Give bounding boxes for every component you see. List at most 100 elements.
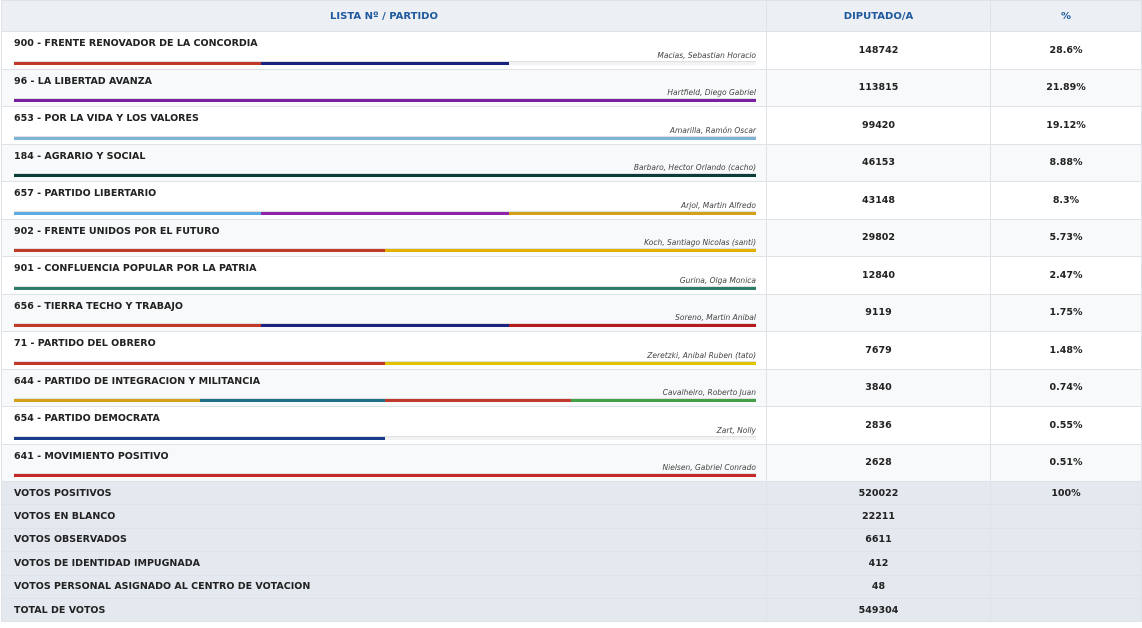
party-row: 654 - PARTIDO DEMOCRATA Zart, Nolly 2836… (1, 406, 1142, 445)
party-name: 644 - PARTIDO DE INTEGRACION Y MILITANCI… (14, 375, 261, 387)
party-row: 96 - LA LIBERTAD AVANZA Hartfield, Diego… (1, 68, 1142, 107)
candidate-name: Hartfield, Diego Gabriel (667, 88, 756, 97)
party-votes: 2836 (766, 406, 991, 445)
party-percent: 2.47% (990, 256, 1142, 295)
party-color-segment (508, 211, 756, 215)
party-row: 901 - CONFLUENCIA POPULAR POR LA PATRIA … (1, 256, 1142, 295)
totals-votes: 520022 (766, 480, 991, 506)
party-color-segment (14, 174, 756, 177)
party-votes: 12840 (766, 256, 991, 295)
party-color-bar (14, 173, 756, 177)
totals-row: VOTOS OBSERVADOS 6611 (1, 527, 1142, 553)
party-color-segment (14, 474, 756, 477)
party-row: 653 - POR LA VIDA Y LOS VALORES Amarilla… (1, 106, 1142, 145)
party-cell: 653 - POR LA VIDA Y LOS VALORES Amarilla… (1, 106, 767, 145)
party-name: 641 - MOVIMIENTO POSITIVO (14, 450, 169, 462)
candidate-name: Nielsen, Gabriel Conrado (662, 463, 756, 472)
party-name: 71 - PARTIDO DEL OBRERO (14, 338, 156, 349)
party-cell: 657 - PARTIDO LIBERTARIO Arjol, Martin A… (1, 181, 767, 220)
party-color-segment (14, 249, 385, 252)
party-cell: 71 - PARTIDO DEL OBRERO Zeretzki, Anibal… (1, 331, 767, 370)
party-color-segment (261, 324, 509, 327)
party-color-bar (14, 473, 756, 477)
candidate-name: Gurina, Olga Monica (679, 275, 756, 285)
party-row: 657 - PARTIDO LIBERTARIO Arjol, Martin A… (1, 181, 1142, 220)
party-votes: 29802 (766, 218, 991, 257)
table-header: LISTA Nº / PARTIDO DIPUTADO/A % (1, 0, 1142, 32)
party-percent: 8.88% (990, 143, 1142, 182)
totals-percent (990, 574, 1142, 599)
totals-votes: 412 (766, 551, 991, 576)
party-color-segment (14, 361, 385, 365)
party-row: 656 - TIERRA TECHO Y TRABAJO Soreno, Mar… (1, 293, 1142, 332)
party-votes: 2628 (766, 443, 991, 482)
party-votes: 43148 (766, 181, 991, 220)
party-color-segment (385, 361, 756, 365)
totals-row: VOTOS POSITIVOS 520022 100% (1, 480, 1142, 506)
party-percent: 1.75% (990, 293, 1142, 332)
party-color-segment (14, 211, 262, 215)
header-pct[interactable]: % (990, 0, 1142, 32)
party-cell: 901 - CONFLUENCIA POPULAR POR LA PATRIA … (1, 256, 767, 295)
totals-percent: 100% (990, 480, 1142, 506)
party-color-bar (14, 248, 756, 252)
totals-label: VOTOS PERSONAL ASIGNADO AL CENTRO DE VOT… (1, 574, 767, 599)
candidate-name: Zart, Nolly (716, 425, 756, 435)
party-name: 96 - LA LIBERTAD AVANZA (14, 75, 152, 87)
party-votes: 148742 (766, 31, 991, 70)
totals-row: VOTOS PERSONAL ASIGNADO AL CENTRO DE VOT… (1, 574, 1142, 599)
header-deputy[interactable]: DIPUTADO/A (766, 0, 991, 32)
party-color-bar (14, 285, 756, 290)
party-cell: 656 - TIERRA TECHO Y TRABAJO Soreno, Mar… (1, 293, 767, 332)
party-color-segment (570, 399, 756, 402)
party-percent: 19.12% (990, 106, 1142, 145)
party-votes: 3840 (766, 368, 991, 407)
party-name: 657 - PARTIDO LIBERTARIO (14, 188, 157, 199)
candidate-name: Arjol, Martin Alfredo (681, 200, 756, 210)
party-color-segment (508, 61, 756, 65)
totals-percent (990, 551, 1142, 576)
party-color-bar (14, 360, 756, 365)
party-cell: 641 - MOVIMIENTO POSITIVO Nielsen, Gabri… (1, 443, 767, 482)
party-percent: 1.48% (990, 331, 1142, 370)
candidate-name: Koch, Santiago Nicolas (santi) (644, 238, 756, 247)
party-color-bar (14, 398, 756, 402)
party-color-segment (14, 436, 385, 440)
party-color-segment (261, 211, 509, 215)
party-row: 900 - FRENTE RENOVADOR DE LA CONCORDIA M… (1, 31, 1142, 70)
party-name: 184 - AGRARIO Y SOCIAL (14, 150, 146, 162)
candidate-name: Barbaro, Hector Orlando (cacho) (633, 163, 756, 172)
party-percent: 21.89% (990, 68, 1142, 107)
party-row: 71 - PARTIDO DEL OBRERO Zeretzki, Anibal… (1, 331, 1142, 370)
party-color-bar (14, 98, 756, 102)
party-color-bar (14, 323, 756, 327)
totals-votes: 6611 (766, 527, 991, 553)
totals-percent (990, 527, 1142, 553)
party-color-segment (385, 399, 571, 402)
candidate-name: Cavalheiro, Roberto Juan (662, 388, 756, 397)
candidate-name: Zeretzki, Anibal Ruben (tato) (647, 350, 756, 360)
party-color-segment (199, 399, 385, 402)
totals-row: VOTOS DE IDENTIDAD IMPUGNADA 412 (1, 551, 1142, 576)
party-row: 641 - MOVIMIENTO POSITIVO Nielsen, Gabri… (1, 443, 1142, 482)
party-row: 184 - AGRARIO Y SOCIAL Barbaro, Hector O… (1, 143, 1142, 182)
party-percent: 5.73% (990, 218, 1142, 257)
party-cell: 644 - PARTIDO DE INTEGRACION Y MILITANCI… (1, 368, 767, 407)
party-color-bar (14, 135, 756, 140)
party-color-bar (14, 435, 756, 440)
party-percent: 8.3% (990, 181, 1142, 220)
party-percent: 0.51% (990, 443, 1142, 482)
party-name: 902 - FRENTE UNIDOS POR EL FUTURO (14, 225, 220, 237)
header-party[interactable]: LISTA Nº / PARTIDO (1, 0, 767, 32)
party-name: 656 - TIERRA TECHO Y TRABAJO (14, 300, 183, 312)
totals-label: VOTOS EN BLANCO (1, 504, 767, 529)
party-votes: 9119 (766, 293, 991, 332)
totals-percent (990, 597, 1142, 623)
totals-percent (990, 504, 1142, 529)
candidate-name: Macias, Sebastian Horacio (657, 50, 756, 60)
party-percent: 0.55% (990, 406, 1142, 445)
party-color-segment (385, 249, 756, 252)
totals-row: VOTOS EN BLANCO 22211 (1, 504, 1142, 529)
totals-votes: 22211 (766, 504, 991, 529)
